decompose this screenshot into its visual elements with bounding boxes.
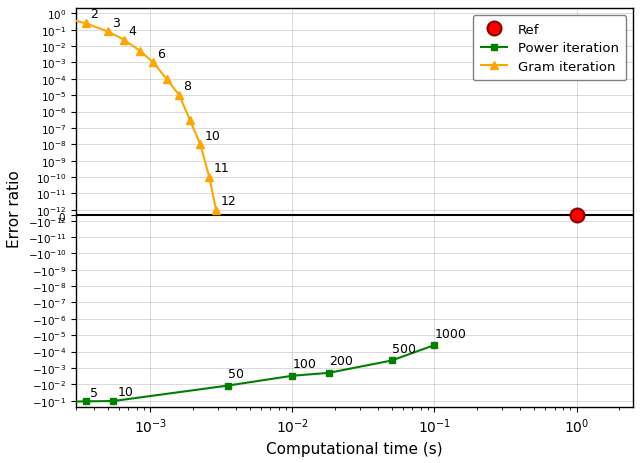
Gram iteration (53, 14, 61, 20)
Line: Power iteration: Power iteration (34, 342, 438, 407)
Text: 50: 50 (228, 367, 244, 380)
Text: 2: 2 (90, 8, 98, 21)
Line: Gram iteration: Gram iteration (52, 13, 220, 214)
Text: 1: 1 (0, 462, 1, 463)
Gram iteration (136, 49, 144, 55)
Power iteration (50, 400, 58, 406)
Power iteration (33, 401, 41, 407)
Text: 6: 6 (157, 48, 165, 61)
Text: 3: 3 (112, 17, 120, 30)
Text: 2: 2 (0, 462, 1, 463)
Power iteration (289, 373, 296, 379)
Gram iteration (212, 207, 220, 213)
Text: 10: 10 (205, 129, 220, 142)
Text: 11: 11 (214, 162, 229, 175)
Gram iteration (82, 21, 90, 27)
Power iteration (325, 370, 333, 376)
Text: 200: 200 (329, 355, 353, 368)
Power iteration (224, 383, 232, 388)
Text: 10: 10 (118, 385, 134, 398)
Text: 3: 3 (0, 462, 1, 463)
Power iteration (82, 399, 90, 404)
Power iteration (66, 399, 74, 405)
Text: 8: 8 (184, 80, 191, 93)
Gram iteration (196, 142, 204, 148)
Power iteration (109, 398, 117, 404)
Text: 4: 4 (128, 25, 136, 38)
Gram iteration (163, 77, 170, 82)
Y-axis label: Error ratio: Error ratio (7, 169, 22, 247)
X-axis label: Computational time (s): Computational time (s) (266, 441, 443, 456)
Text: 1000: 1000 (435, 327, 467, 340)
Gram iteration (175, 93, 183, 99)
Text: 5: 5 (90, 386, 98, 399)
Power iteration (431, 343, 438, 348)
Gram iteration (120, 38, 127, 44)
Text: 1: 1 (0, 462, 1, 463)
Gram iteration (104, 30, 111, 35)
Text: 500: 500 (392, 342, 416, 355)
Gram iteration (186, 118, 194, 124)
Power iteration (388, 358, 396, 363)
Legend: Ref, Power iteration, Gram iteration: Ref, Power iteration, Gram iteration (473, 16, 627, 81)
Gram iteration (150, 61, 157, 66)
Text: 12: 12 (220, 194, 236, 207)
Gram iteration (205, 175, 213, 181)
Text: 100: 100 (292, 357, 316, 370)
